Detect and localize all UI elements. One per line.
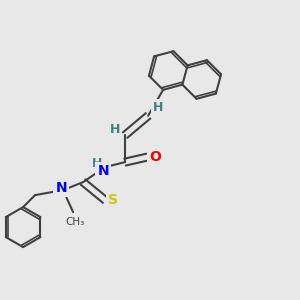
Text: H: H [92,157,102,169]
Text: CH₃: CH₃ [65,217,85,227]
Text: S: S [108,193,118,207]
Text: H: H [153,101,163,114]
Text: O: O [149,150,161,164]
Text: N: N [55,181,67,195]
Text: H: H [110,123,120,136]
Text: N: N [97,164,109,178]
